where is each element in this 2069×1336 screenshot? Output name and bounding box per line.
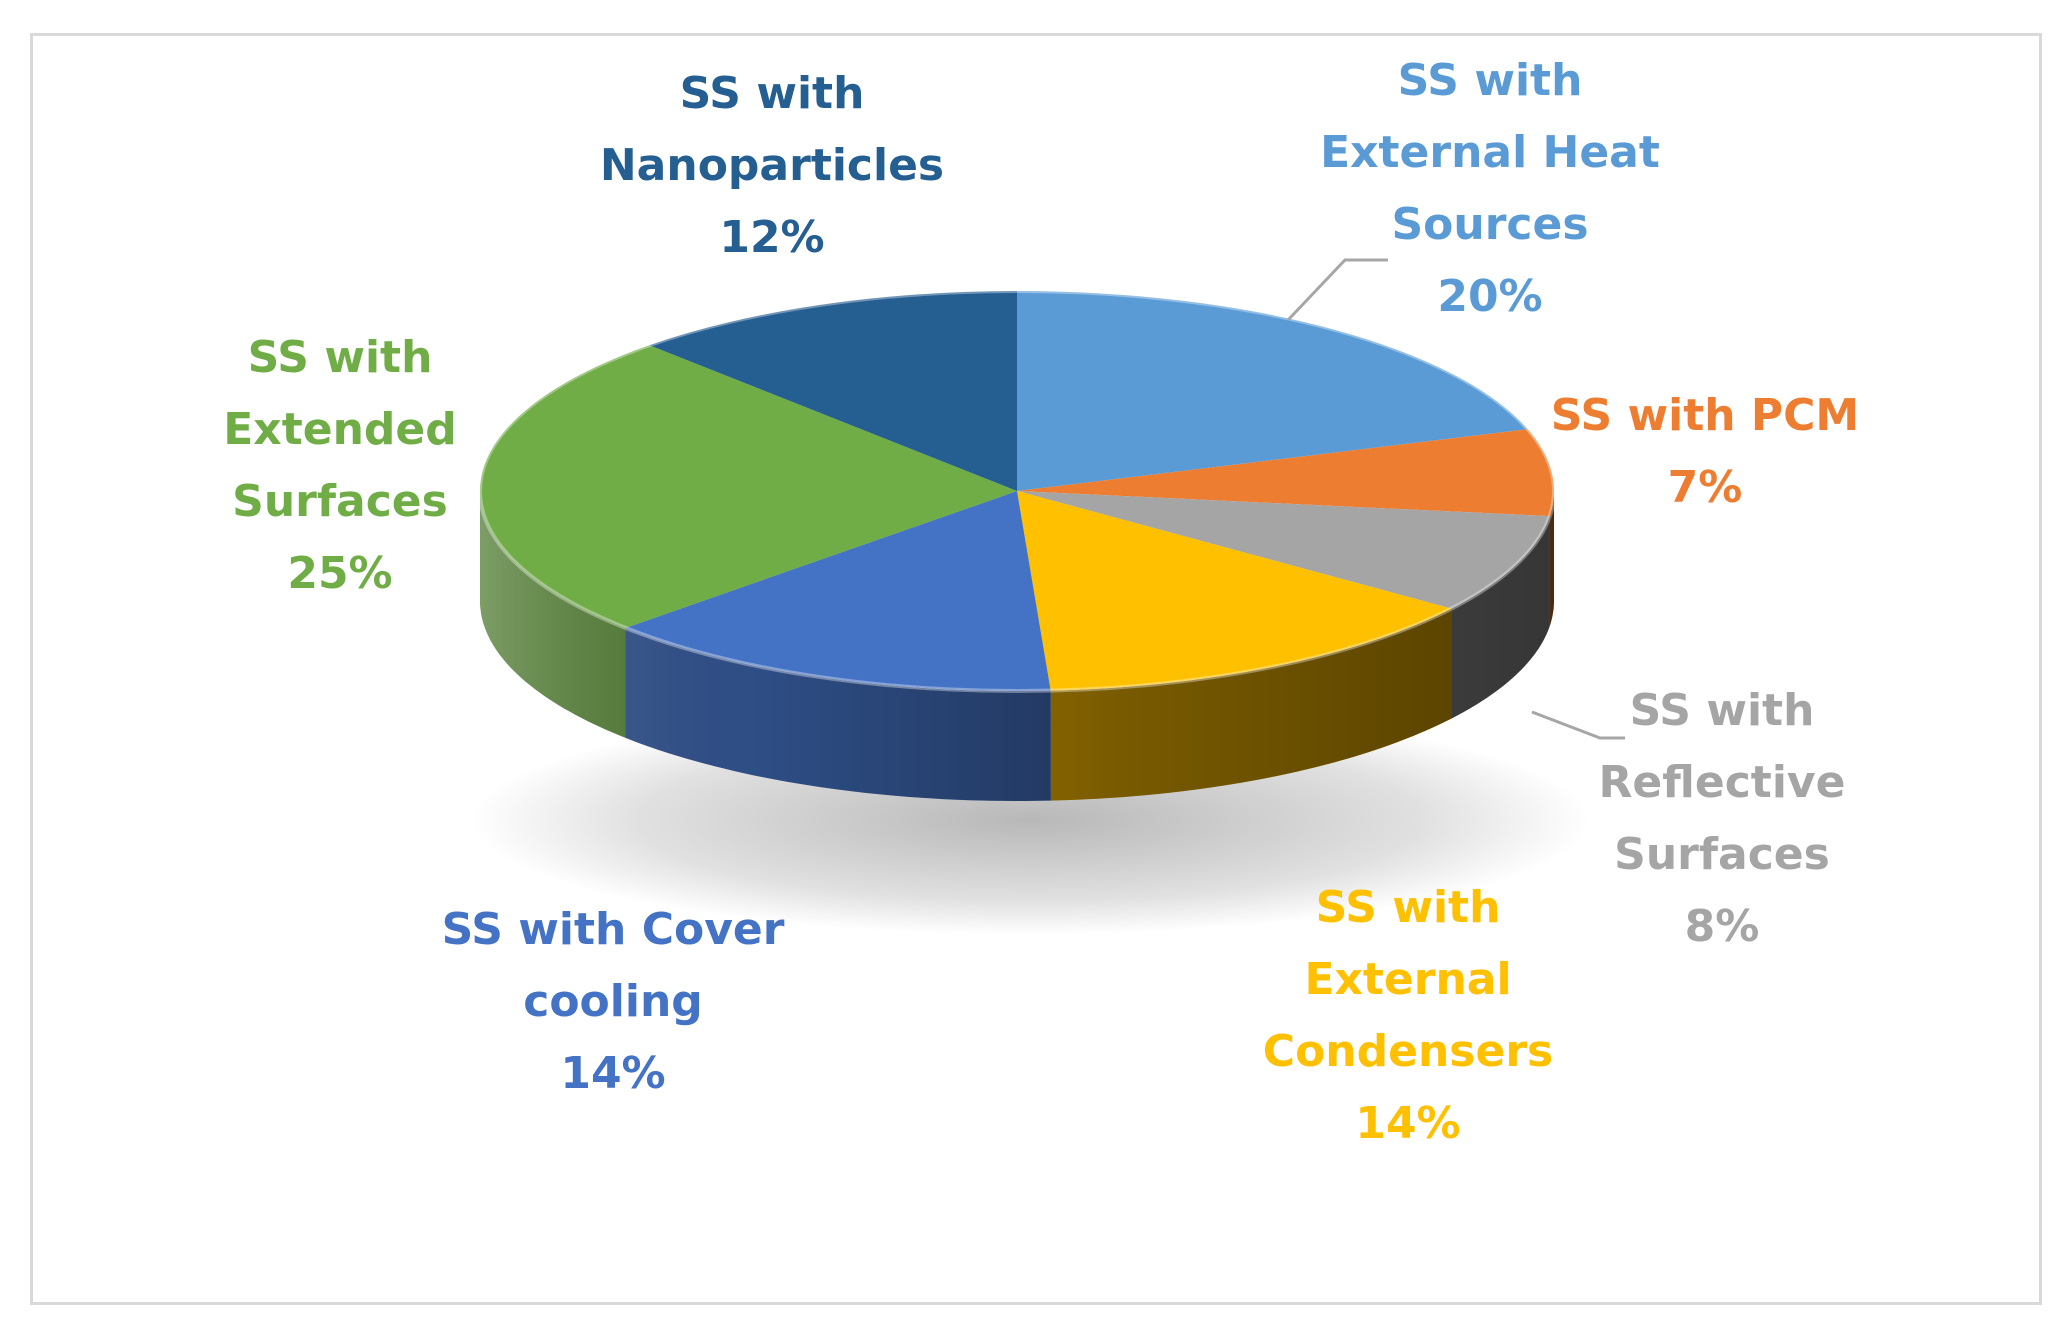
data-label-line: SS with bbox=[248, 332, 433, 383]
slice-ss-with-external-heat-sources bbox=[1017, 291, 1528, 491]
data-label-ss-with-cover-cooling: SS with Cover cooling 14% bbox=[442, 904, 785, 1099]
pie-rim bbox=[478, 289, 1556, 693]
slice-ss-with-nanoparticles bbox=[649, 291, 1017, 491]
slice-ss-with-external-condensers bbox=[1017, 491, 1452, 691]
data-label-line: Surfaces bbox=[232, 476, 448, 527]
data-label-line: Surfaces bbox=[1614, 829, 1830, 880]
data-label-line: External Heat bbox=[1320, 127, 1660, 178]
data-label-ss-with-nanoparticles: SS with Nanoparticles 12% bbox=[600, 68, 944, 263]
slice-ss-with-cover-cooling bbox=[625, 491, 1051, 691]
data-label-value: 25% bbox=[287, 548, 392, 599]
data-label-line: SS with bbox=[1630, 685, 1815, 736]
data-label-line: Extended bbox=[223, 404, 456, 455]
data-label-line: SS with bbox=[1398, 55, 1583, 106]
data-label-value: 14% bbox=[560, 1048, 665, 1099]
data-label-value: 12% bbox=[719, 212, 824, 263]
pie-sides bbox=[480, 491, 1554, 801]
leader-lines bbox=[1286, 258, 1625, 740]
data-label-line: SS with PCM bbox=[1551, 390, 1859, 441]
data-label-line: Sources bbox=[1391, 199, 1588, 250]
data-label-value: 8% bbox=[1685, 901, 1760, 952]
data-label-line: Reflective bbox=[1599, 757, 1846, 808]
data-label-ss-with-extended-surfaces: SS with Extended Surfaces 25% bbox=[223, 332, 456, 599]
data-label-value: 7% bbox=[1668, 462, 1743, 513]
data-label-ss-with-pcm: SS with PCM 7% bbox=[1551, 390, 1859, 513]
data-label-line: SS with bbox=[1316, 882, 1501, 933]
slice-ss-with-reflective-surfaces bbox=[1017, 491, 1550, 609]
leader-line-ss-with-external-heat-sources bbox=[1286, 258, 1388, 322]
leader-line-ss-with-reflective-surfaces bbox=[1531, 710, 1625, 740]
slice-ss-with-extended-surfaces bbox=[479, 345, 1017, 628]
data-label-line: Condensers bbox=[1263, 1026, 1553, 1077]
data-label-line: cooling bbox=[523, 976, 703, 1027]
data-labels: SS with External Heat Sources 20% SS with PC… bbox=[223, 55, 1859, 1149]
data-label-line: External bbox=[1304, 954, 1511, 1005]
data-label-line: Nanoparticles bbox=[600, 140, 944, 191]
side-shading bbox=[480, 491, 1554, 801]
data-label-line: SS with bbox=[680, 68, 865, 119]
data-label-value: 20% bbox=[1437, 271, 1542, 322]
data-label-ss-with-external-condensers: SS with External Condensers 14% bbox=[1263, 882, 1553, 1149]
slice-ss-with-pcm bbox=[1017, 429, 1555, 517]
data-label-ss-with-reflective-surfaces: SS with Reflective Surfaces 8% bbox=[1599, 685, 1846, 952]
data-label-ss-with-external-heat-sources: SS with External Heat Sources 20% bbox=[1320, 55, 1660, 322]
data-label-value: 14% bbox=[1355, 1098, 1460, 1149]
pie-top bbox=[478, 289, 1556, 693]
data-label-line: SS with Cover bbox=[442, 904, 785, 955]
